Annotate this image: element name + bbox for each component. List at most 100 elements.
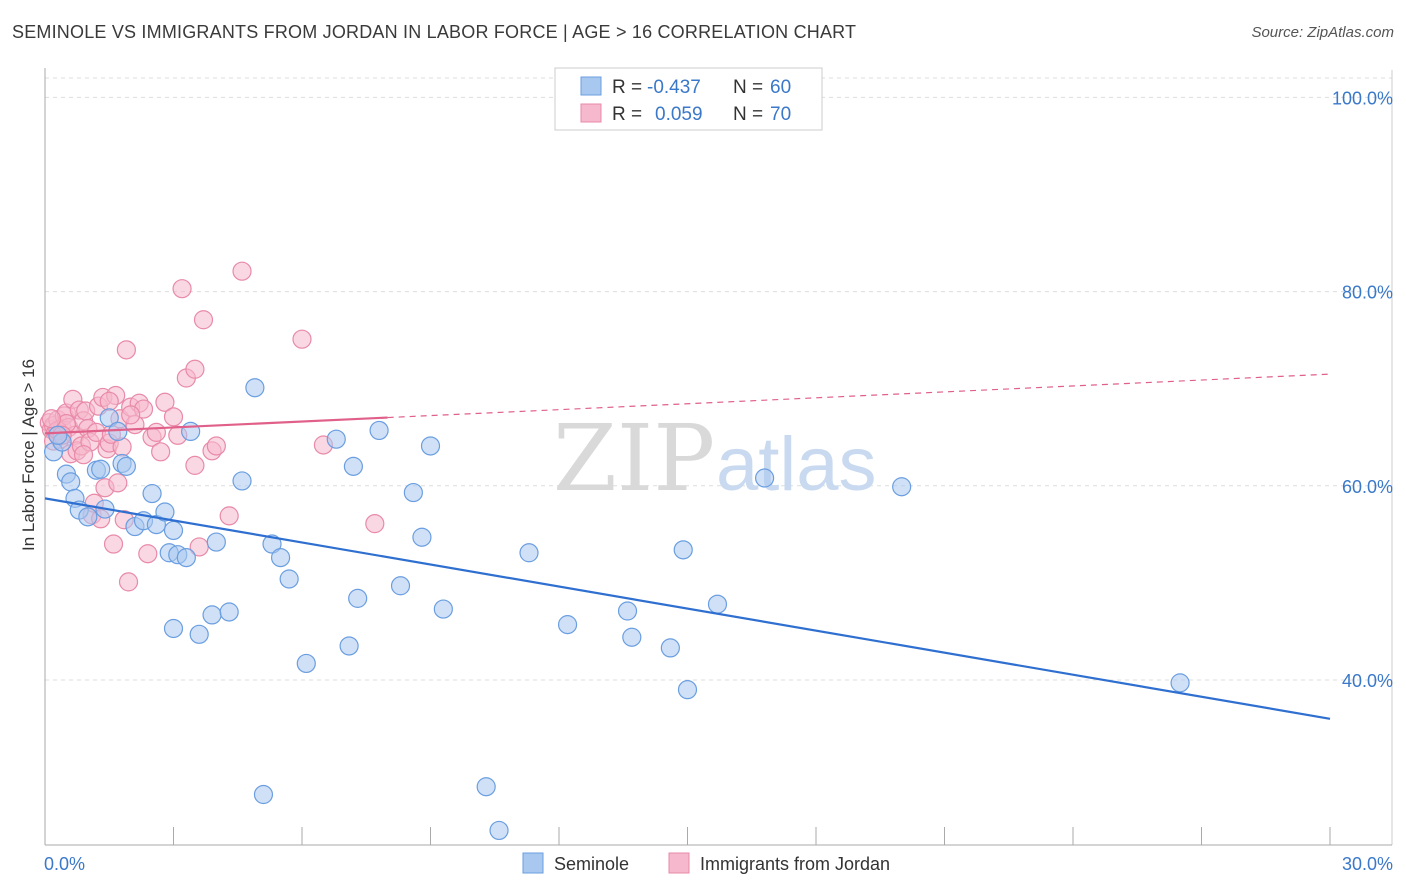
seminole-point-40: [369, 420, 389, 441]
seminole-point-25: [189, 624, 209, 644]
jordan-point-59: [292, 329, 312, 349]
x-tick-label-0: 0.0%: [44, 854, 85, 874]
seminole-point-8: [91, 459, 111, 479]
x-tick-label-1: 30.0%: [1342, 854, 1393, 874]
seminole-point-34: [279, 569, 299, 589]
jordan-point-67: [121, 405, 141, 425]
seminole-point-59: [48, 425, 68, 445]
legend-n-label-0: N =: [733, 77, 763, 98]
grid: [45, 77, 1392, 681]
trend-lines: [44, 373, 1331, 720]
seminole-point-31: [253, 784, 274, 805]
seminole-point-11: [108, 421, 128, 442]
data-points: [39, 261, 1190, 841]
seminole-point-50: [617, 601, 638, 621]
x-tick-labels: 0.0% 30.0%: [44, 854, 1393, 874]
jordan-point-56: [206, 436, 226, 456]
seminole-point-21: [163, 520, 184, 541]
seminole-point-30: [245, 378, 265, 398]
jordan-point-44: [146, 422, 166, 442]
seminole-point-41: [390, 576, 411, 596]
jordan-point-68: [41, 409, 62, 429]
bottom-legend: Seminole Immigrants from Jordan: [522, 852, 890, 874]
seminole-point-46: [476, 777, 496, 797]
seminole-point-43: [412, 527, 432, 547]
seminole-point-32: [262, 534, 282, 554]
seminole-point-51: [622, 627, 642, 647]
seminole-point-10: [99, 408, 119, 428]
legend-r-value-1: 0.059: [655, 104, 703, 125]
jordan-point-37: [118, 572, 139, 592]
jordan-point-57: [219, 506, 239, 526]
axes: [44, 68, 1393, 846]
y-tick-label-2: 80.0%: [1342, 283, 1393, 303]
bottom-legend-label-jordan: Immigrants from Jordan: [700, 854, 890, 874]
seminole-point-20: [163, 618, 184, 639]
jordan-point-45: [151, 442, 171, 462]
seminole-point-37: [339, 636, 359, 656]
seminole-point-26: [202, 605, 222, 625]
seminole-point-28: [219, 602, 239, 622]
chart-title: SEMINOLE VS IMMIGRANTS FROM JORDAN IN LA…: [12, 22, 857, 42]
seminole-point-29: [232, 471, 252, 491]
legend-r-label-0: R =: [612, 77, 642, 98]
seminole-point-53: [673, 540, 693, 560]
seminole-point-38: [343, 456, 363, 476]
jordan-point-65: [73, 445, 94, 465]
jordan-point-47: [163, 407, 184, 427]
seminole-point-55: [707, 594, 728, 614]
seminole-point-3: [61, 472, 81, 492]
seminole-point-39: [348, 588, 368, 608]
seminole-point-27: [206, 532, 226, 552]
jordan-point-32: [108, 473, 128, 493]
seminole-point-35: [296, 653, 316, 674]
watermark-atlas: atlas: [716, 422, 877, 507]
seminole-point-58: [1170, 673, 1190, 693]
seminole-point-42: [403, 482, 423, 503]
y-tick-label-1: 60.0%: [1342, 477, 1393, 497]
seminole-point-36: [326, 429, 346, 449]
legend-n-label-1: N =: [733, 104, 763, 125]
y-tick-label-0: 40.0%: [1342, 671, 1393, 691]
jordan-point-61: [365, 514, 385, 534]
jordan-point-49: [172, 279, 192, 299]
seminole-point-48: [519, 543, 539, 563]
jordan-point-36: [116, 340, 136, 360]
legend: R = -0.437 N = 60 R = 0.059 N = 70: [554, 67, 823, 131]
y-tick-labels: 40.0% 60.0% 80.0% 100.0%: [1332, 88, 1393, 691]
seminole-point-45: [433, 599, 453, 619]
jordan-point-42: [138, 544, 158, 564]
seminole-point-49: [557, 615, 578, 635]
seminole-point-6: [78, 507, 98, 527]
watermark-zip: ZIP: [553, 405, 715, 512]
legend-r-label-1: R =: [612, 104, 642, 125]
y-axis-label: In Labor Force | Age > 16: [19, 359, 38, 551]
seminole-point-54: [677, 680, 698, 700]
seminole-point-24: [181, 421, 201, 442]
seminole-point-56: [754, 468, 775, 488]
seminole-point-13: [116, 456, 136, 476]
bottom-legend-swatch-jordan: [668, 852, 690, 874]
bottom-legend-label-seminole: Seminole: [554, 854, 629, 874]
seminole-point-16: [142, 483, 162, 504]
legend-swatch-seminole: [580, 76, 602, 96]
chart-source: Source: ZipAtlas.com: [1251, 24, 1394, 41]
jordan-point-46: [155, 392, 175, 412]
jordan-trend-line-dashed: [387, 373, 1331, 419]
legend-r-value-0: -0.437: [647, 77, 701, 98]
seminole-point-18: [155, 502, 175, 522]
jordan-point-66: [99, 391, 119, 411]
seminole-point-52: [660, 638, 680, 658]
jordan-point-30: [103, 534, 124, 554]
jordan-point-51: [185, 455, 205, 475]
bottom-legend-swatch-seminole: [522, 852, 544, 874]
watermark: ZIP atlas: [553, 405, 877, 512]
seminole-point-47: [489, 820, 509, 841]
jordan-point-58: [232, 261, 252, 281]
jordan-point-54: [193, 310, 214, 330]
legend-n-value-1: 70: [770, 104, 791, 125]
seminole-point-33: [270, 548, 291, 568]
seminole-point-57: [892, 477, 912, 497]
seminole-trend-line: [44, 497, 1331, 720]
